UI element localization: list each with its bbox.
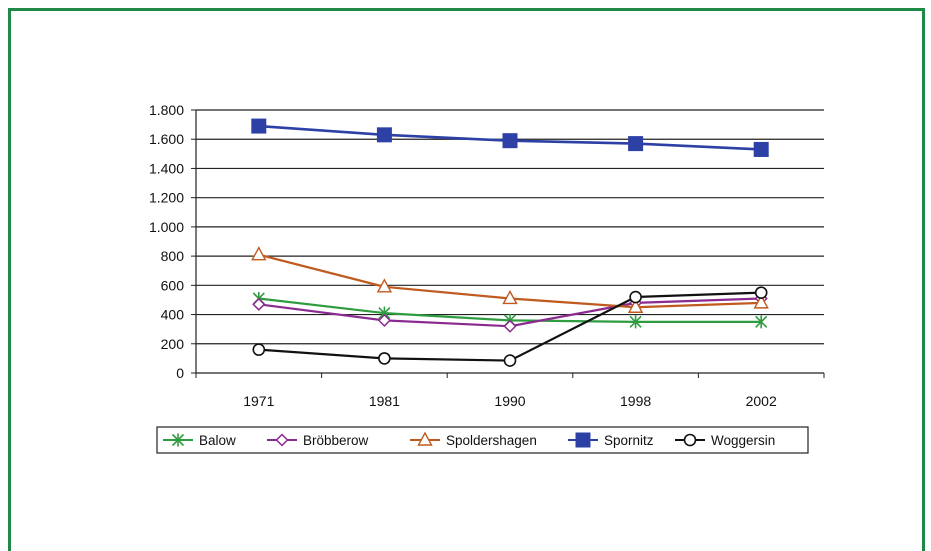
y-tick-label: 1.400 (149, 160, 184, 176)
y-tick-label: 0 (176, 365, 184, 381)
legend-label: Spornitz (604, 433, 654, 448)
series-spornitz (251, 118, 769, 157)
data-point-spornitz (628, 136, 644, 152)
data-point-balow (629, 315, 642, 329)
legend-item-spornitz: Spornitz (568, 432, 654, 448)
data-point-spoldershagen (251, 246, 267, 261)
data-point-spornitz (251, 118, 267, 134)
plot-area (196, 110, 824, 373)
data-point-woggersin (252, 343, 266, 356)
data-point-br-bberow (377, 313, 391, 327)
y-tick-labels: 0 200 400 600 800 1.000 1.200 1.400 1.600 1.800 (149, 102, 184, 381)
data-point-br-bberow (503, 319, 517, 333)
data-point-spoldershagen (376, 278, 393, 293)
series-layer (251, 118, 769, 367)
legend-swatch-marker (275, 433, 289, 447)
legend-swatch-marker (417, 431, 433, 446)
data-point-spornitz (376, 127, 392, 143)
data-point-spornitz (753, 141, 769, 157)
data-point-balow (755, 315, 768, 329)
data-point-spoldershagen (753, 294, 769, 309)
data-point-spoldershagen (627, 298, 644, 313)
data-point-woggersin (378, 352, 391, 365)
y-tick-label: 1.600 (149, 131, 184, 147)
legend-label: Balow (199, 433, 236, 448)
y-tick-label: 600 (161, 277, 185, 293)
legend-item-balow: Balow (163, 433, 236, 448)
y-tick-label: 200 (161, 336, 185, 352)
legend-swatch-marker (683, 433, 697, 447)
series-spoldershagen (251, 246, 769, 313)
data-point-spornitz (502, 133, 518, 149)
data-point-woggersin (503, 354, 517, 367)
data-point-br-bberow (252, 297, 266, 311)
legend-swatch-marker (171, 433, 185, 447)
legend-label: Woggersin (711, 433, 775, 448)
legend-item-woggersin: Woggersin (675, 433, 775, 448)
y-tick-label: 1.200 (149, 190, 184, 206)
x-tick-label: 2002 (746, 393, 777, 409)
y-tick-label: 1.000 (149, 219, 184, 235)
x-tick-label: 1971 (243, 393, 274, 409)
y-tick-label: 800 (161, 248, 185, 264)
data-point-spoldershagen (502, 290, 518, 305)
x-tick-label: 1998 (620, 393, 651, 409)
y-tick-label: 1.800 (149, 102, 184, 118)
legend: Balow Bröbberow Spoldershagen Spornitz Wogge… (156, 426, 809, 454)
series-woggersin (252, 286, 768, 367)
legend-swatch-marker (575, 432, 591, 448)
y-tick-label: 400 (161, 307, 185, 323)
data-point-woggersin (754, 286, 768, 299)
legend-label: Bröbberow (303, 433, 369, 448)
axes (191, 109, 825, 378)
data-point-woggersin (629, 290, 642, 304)
x-tick-labels: 1971 1981 1990 1998 2002 (243, 393, 777, 409)
x-tick-label: 1981 (369, 393, 400, 409)
legend-item-spoldershagen: Spoldershagen (410, 431, 537, 448)
legend-item-br-bberow: Bröbberow (267, 433, 369, 448)
legend-label: Spoldershagen (446, 433, 537, 448)
x-tick-label: 1990 (494, 393, 525, 409)
